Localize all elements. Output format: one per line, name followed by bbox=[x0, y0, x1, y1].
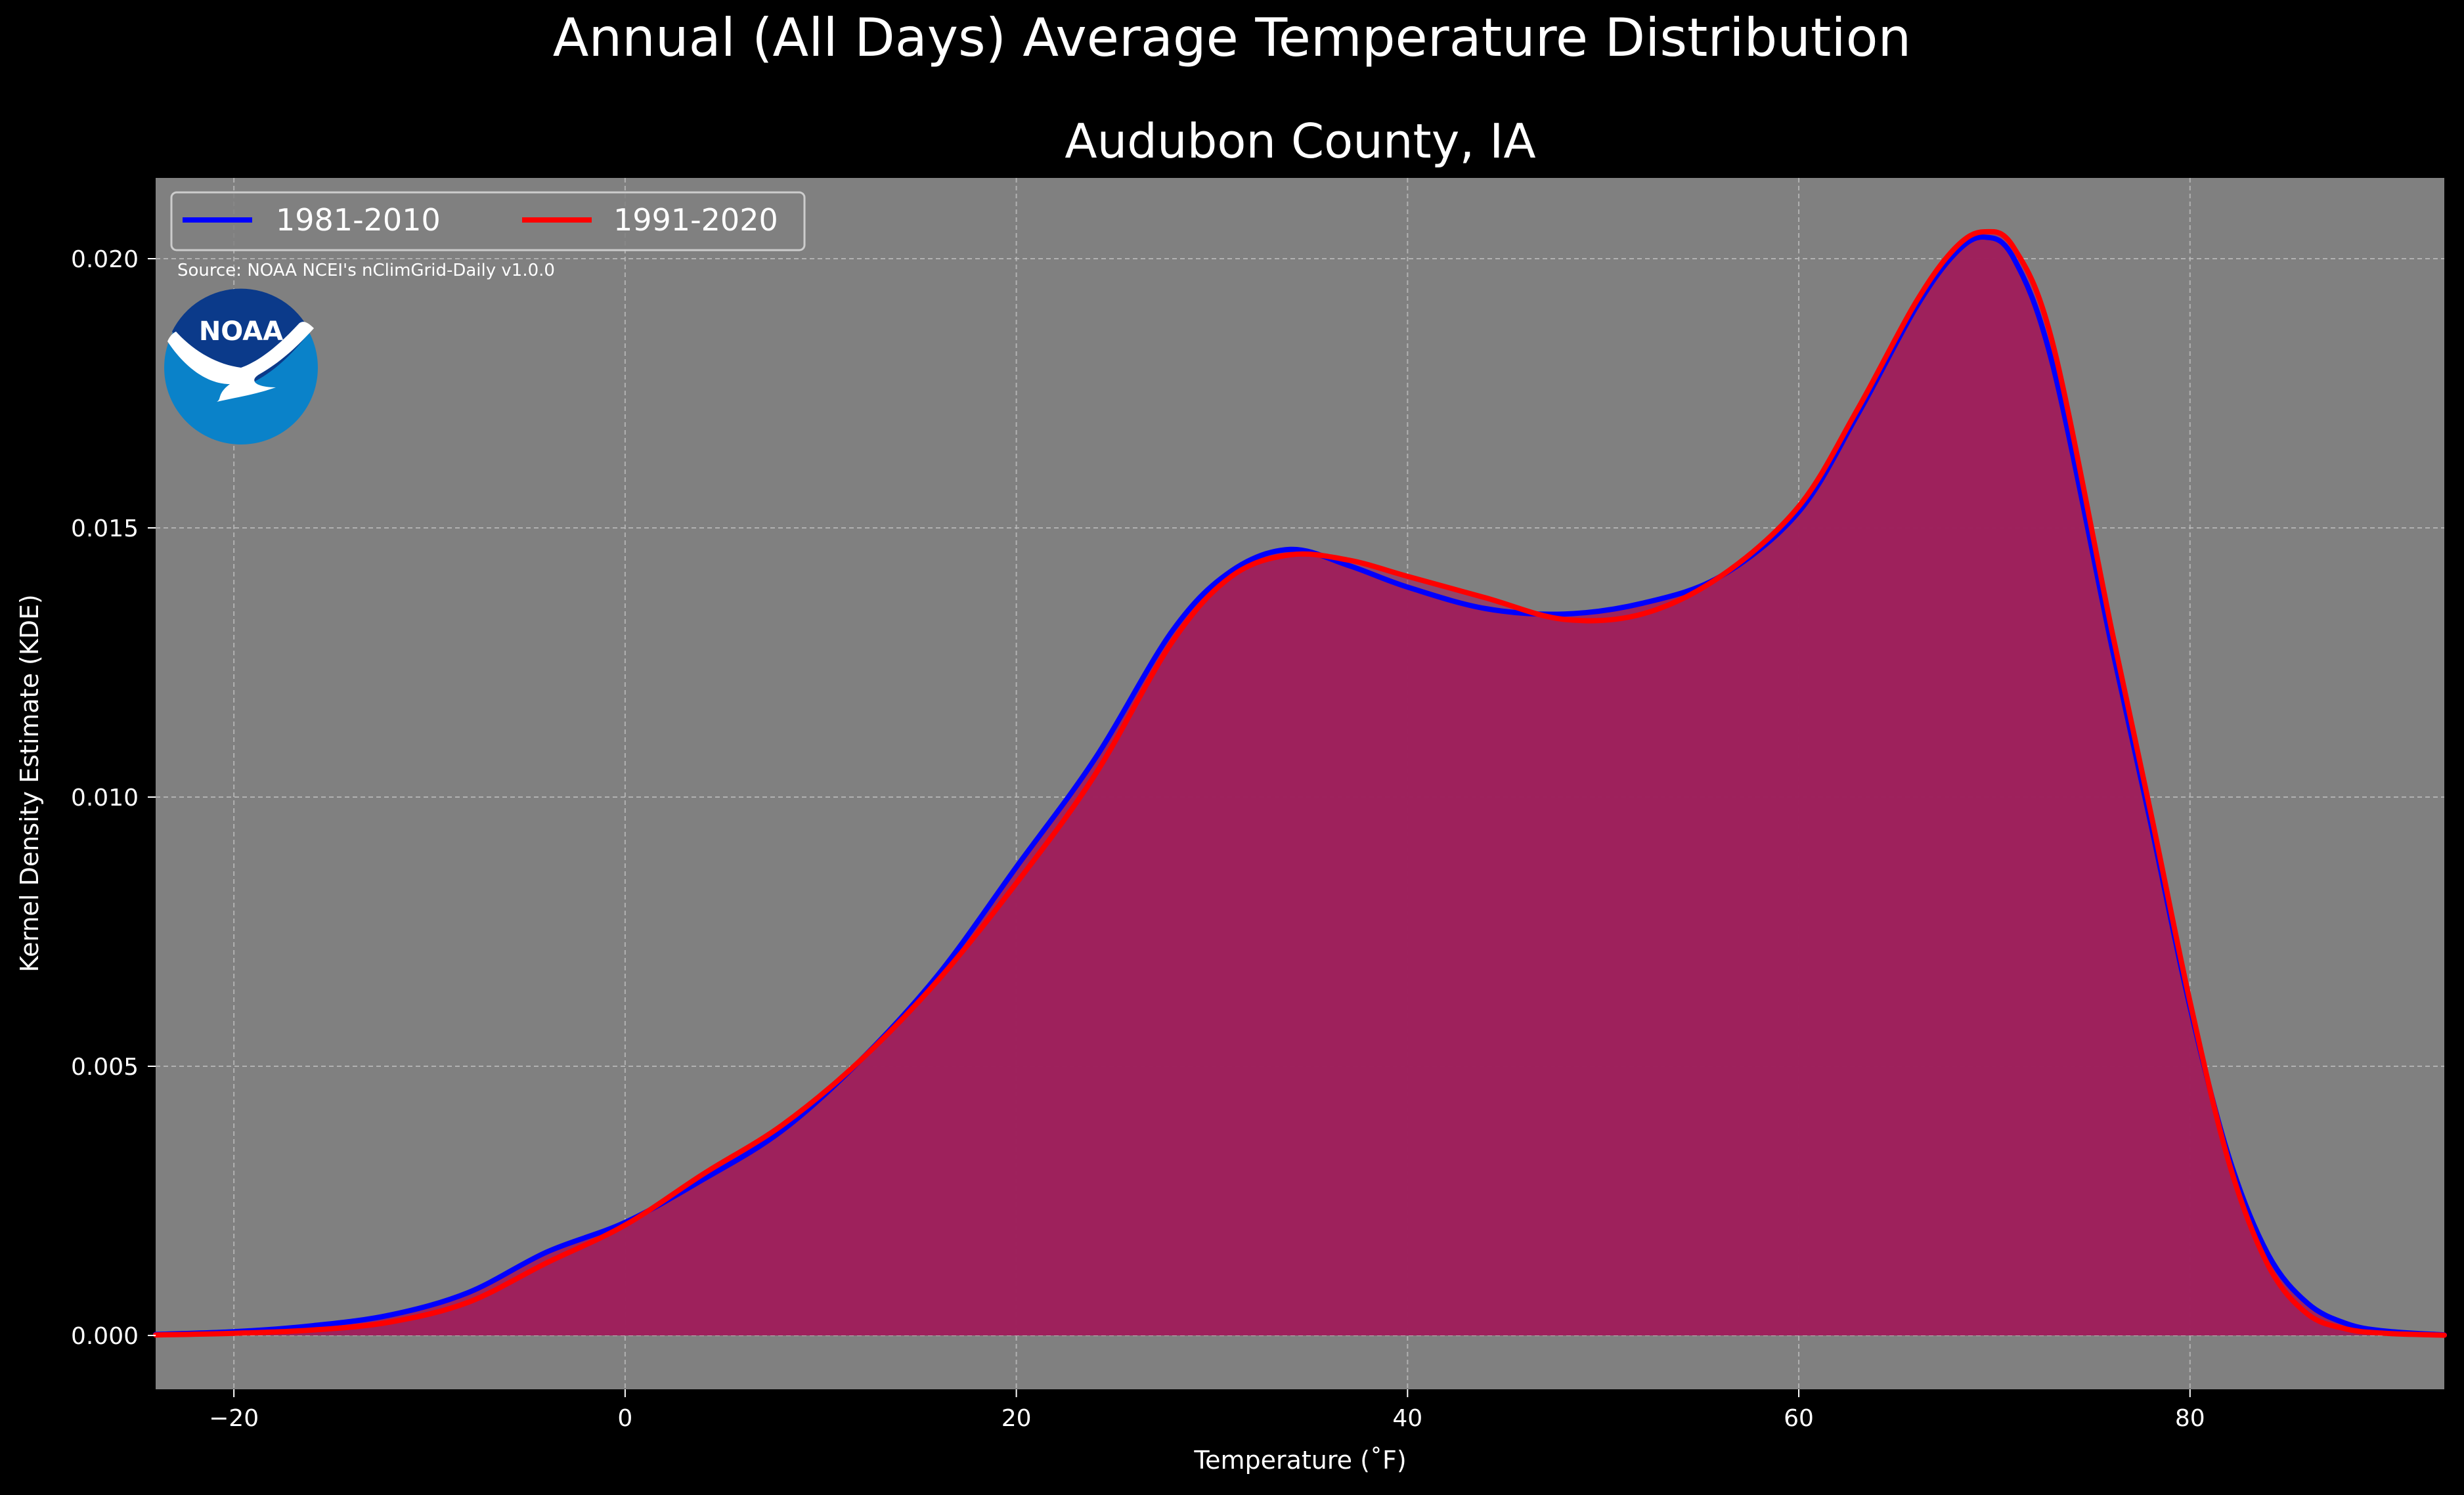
legend-label-1981-2010: 1981-2010 bbox=[276, 202, 441, 238]
series-line-1991-2020 bbox=[153, 228, 2447, 1338]
y-tick-label: 0.005 bbox=[71, 1054, 139, 1081]
x-tick-label: 60 bbox=[1784, 1405, 1814, 1432]
legend: 1981-2010 1991-2020 bbox=[170, 191, 806, 251]
x-axis-label: Temperature (˚F) bbox=[1193, 1446, 1406, 1475]
y-tick-label: 0.015 bbox=[71, 515, 139, 542]
y-tick-label: 0.020 bbox=[71, 246, 139, 273]
noaa-logo: NOAA bbox=[164, 288, 318, 444]
chart-title: Audubon County, IA bbox=[1065, 114, 1535, 169]
x-tick-label: 40 bbox=[1392, 1405, 1422, 1432]
y-tick-label: 0.010 bbox=[71, 785, 139, 812]
x-tick-label: 80 bbox=[2175, 1405, 2205, 1432]
source-note: Source: NOAA NCEI's nClimGrid-Daily v1.0… bbox=[177, 261, 555, 280]
x-tick-label: 0 bbox=[617, 1405, 632, 1432]
data-series bbox=[153, 228, 2447, 1338]
y-tick-label: 0.000 bbox=[71, 1323, 139, 1350]
axis-ticks: −20 0 20 40 60 80 0.000 0.005 0.010 0.015 0.020 bbox=[71, 246, 2205, 1432]
legend-box bbox=[170, 191, 806, 251]
figure-suptitle: Annual (All Days) Average Temperature Di… bbox=[553, 7, 1911, 68]
noaa-logo-bird bbox=[167, 322, 314, 402]
legend-label-1991-2020: 1991-2020 bbox=[613, 202, 778, 238]
x-tick-label: 20 bbox=[1001, 1405, 1032, 1432]
noaa-logo-text: NOAA bbox=[199, 316, 283, 347]
x-tick-label: −20 bbox=[209, 1405, 259, 1432]
series-area-1991-2020 bbox=[156, 231, 2444, 1336]
y-axis-label: Kernel Density Estimate (KDE) bbox=[15, 594, 44, 972]
